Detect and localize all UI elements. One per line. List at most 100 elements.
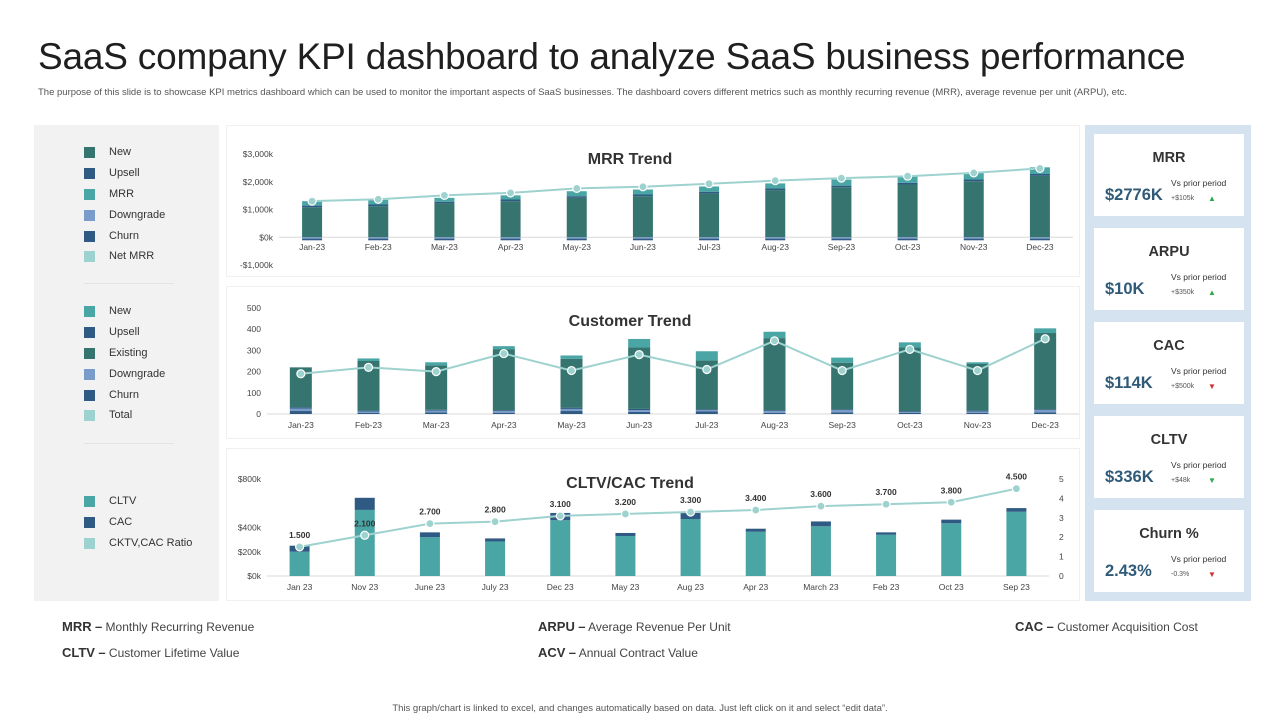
legend-label: Existing xyxy=(109,347,148,359)
bar-upsell xyxy=(897,182,918,185)
bar-existing xyxy=(966,363,989,411)
data-label: 2.700 xyxy=(419,507,441,517)
cltv-cac-trend-chart[interactable]: $800k $400k $200k $0k 0 1 2 3 4 5 Jan 23 Nov 23 June… xyxy=(227,449,1081,602)
footnote: This graph/chart is linked to excel, and… xyxy=(392,703,888,714)
line-point xyxy=(307,196,317,206)
bar-cltv xyxy=(419,537,440,576)
bar-churn xyxy=(765,238,786,241)
bar-churn xyxy=(963,238,984,241)
bar-cac xyxy=(354,497,375,510)
line-point xyxy=(620,509,631,519)
bar-existing xyxy=(425,365,448,410)
y-tick-label: 100 xyxy=(247,388,261,398)
mrr-trend-chart[interactable]: $3,000k $2,000k $1,000k $0k -$1,000k Jan-23 Fe… xyxy=(227,126,1081,278)
x-tick-label: Nov 23 xyxy=(351,582,378,592)
x-tick-label: May-23 xyxy=(563,242,592,252)
kpi-delta: +$48k xyxy=(1171,477,1191,484)
kpi-card-arpu[interactable]: ARPU $10K Vs prior period +$350k ▲ xyxy=(1094,228,1244,310)
bar-upsell xyxy=(425,409,448,411)
line-point xyxy=(555,511,565,521)
bar-upsell xyxy=(492,410,515,412)
kpi-card-cac[interactable]: CAC $114K Vs prior period +$500k ▼ xyxy=(1094,322,1244,404)
x-tick-label: Aug-23 xyxy=(761,420,789,430)
kpi-card-churn[interactable]: Churn % 2.43% Vs prior period -0.3% ▼ xyxy=(1094,510,1244,592)
line-point xyxy=(946,497,956,507)
bar-downgrade xyxy=(897,237,918,239)
x-tick-label: Jun-23 xyxy=(630,242,656,252)
x-tick-label: Mar-23 xyxy=(423,420,450,430)
bar-churn xyxy=(434,238,455,241)
kpi-delta: +$105k xyxy=(1171,195,1195,202)
kpi-card-cltv[interactable]: CLTV $336K Vs prior period +$48k ▼ xyxy=(1094,416,1244,498)
bar-churn xyxy=(695,411,718,414)
x-tick-label: Jan-23 xyxy=(299,242,325,252)
bar-upsell xyxy=(1029,173,1050,176)
kpi-value: $2776K xyxy=(1105,186,1163,204)
bar-churn xyxy=(368,238,389,241)
bar-existing xyxy=(357,361,380,411)
legend-item-ratio: CKTV,CAC Ratio xyxy=(84,536,192,550)
legend-swatch xyxy=(84,167,95,179)
customer-trend-chart[interactable]: 500 400 300 200 100 0 Jan-23 Feb-23 Mar-23 Apr-23… xyxy=(227,287,1081,440)
x-tick-label: Oct 23 xyxy=(939,582,964,592)
bar-upsell xyxy=(966,410,989,412)
bar-churn xyxy=(1029,238,1050,241)
bar-downgrade xyxy=(357,411,380,413)
mrr-trend-card[interactable]: $3,000k $2,000k $1,000k $0k -$1,000k Jan-23 Fe… xyxy=(226,125,1080,277)
bar-downgrade xyxy=(632,237,653,239)
legend-divider xyxy=(84,443,174,444)
abbr-term: CLTV xyxy=(62,645,95,660)
line-point xyxy=(837,365,847,376)
bar-upsell xyxy=(1034,409,1057,411)
legend-item-mrr-net: Net MRR xyxy=(84,249,154,263)
legend-item-mrr-upsell: Upsell xyxy=(84,166,140,180)
x-tick-label: March 23 xyxy=(803,582,839,592)
bar-downgrade xyxy=(763,411,786,413)
arrow-down-icon: ▼ xyxy=(1208,476,1216,485)
y-tick-label: -$1,000k xyxy=(240,260,274,270)
abbr-sep: – xyxy=(1046,619,1054,634)
y-tick-label: 300 xyxy=(247,345,261,355)
bar-churn xyxy=(357,412,380,414)
legend-swatch xyxy=(84,516,95,528)
legend-label: New xyxy=(109,305,132,317)
bar-upsell xyxy=(368,204,389,207)
x-tick-label: Jul-23 xyxy=(698,242,721,252)
legend-swatch xyxy=(84,537,95,549)
bar-churn xyxy=(763,412,786,414)
legend-label: Upsell xyxy=(109,167,140,179)
bar-upsell xyxy=(831,185,852,188)
kpi-value: $10K xyxy=(1105,280,1145,298)
legend-label: Churn xyxy=(109,230,139,242)
bar-new xyxy=(831,357,854,363)
data-label: 4.500 xyxy=(1006,472,1028,482)
y2-tick-label: 2 xyxy=(1059,532,1064,542)
bar-cac xyxy=(419,532,440,538)
line-net-mrr xyxy=(312,167,1040,203)
x-tick-label: Sep-23 xyxy=(828,420,856,430)
legend-item-cust-upsell: Upsell xyxy=(84,325,140,339)
line-point xyxy=(638,182,648,192)
bar-churn xyxy=(289,411,312,414)
line-point xyxy=(751,505,761,515)
bar-new xyxy=(1029,175,1050,238)
kpi-value: $336K xyxy=(1105,468,1154,486)
bar-existing xyxy=(695,360,718,410)
cltv-cac-trend-card[interactable]: $800k $400k $200k $0k 0 1 2 3 4 5 Jan 23 Nov 23 June… xyxy=(226,448,1080,601)
x-tick-label: Jan 23 xyxy=(287,582,313,592)
customer-trend-card[interactable]: 500 400 300 200 100 0 Jan-23 Feb-23 Mar-23 Apr-23… xyxy=(226,286,1080,439)
bar-cltv xyxy=(876,534,897,576)
line-point xyxy=(1040,334,1050,344)
x-tick-label: Feb 23 xyxy=(873,582,900,592)
y-tick-label: $800k xyxy=(238,474,262,484)
data-label: 3.100 xyxy=(550,499,572,509)
line-point xyxy=(634,350,644,360)
kpi-compare-label: Vs prior period xyxy=(1171,366,1227,376)
bar-mrr xyxy=(765,183,786,189)
legend-item-cltv: CLTV xyxy=(84,494,136,508)
y-tick-label: $3,000k xyxy=(243,149,274,159)
line-point xyxy=(902,171,913,181)
kpi-title: MRR xyxy=(1152,150,1186,166)
kpi-card-mrr[interactable]: MRR $2776K Vs prior period +$105k ▲ xyxy=(1094,134,1244,216)
bar-upsell xyxy=(765,188,786,191)
